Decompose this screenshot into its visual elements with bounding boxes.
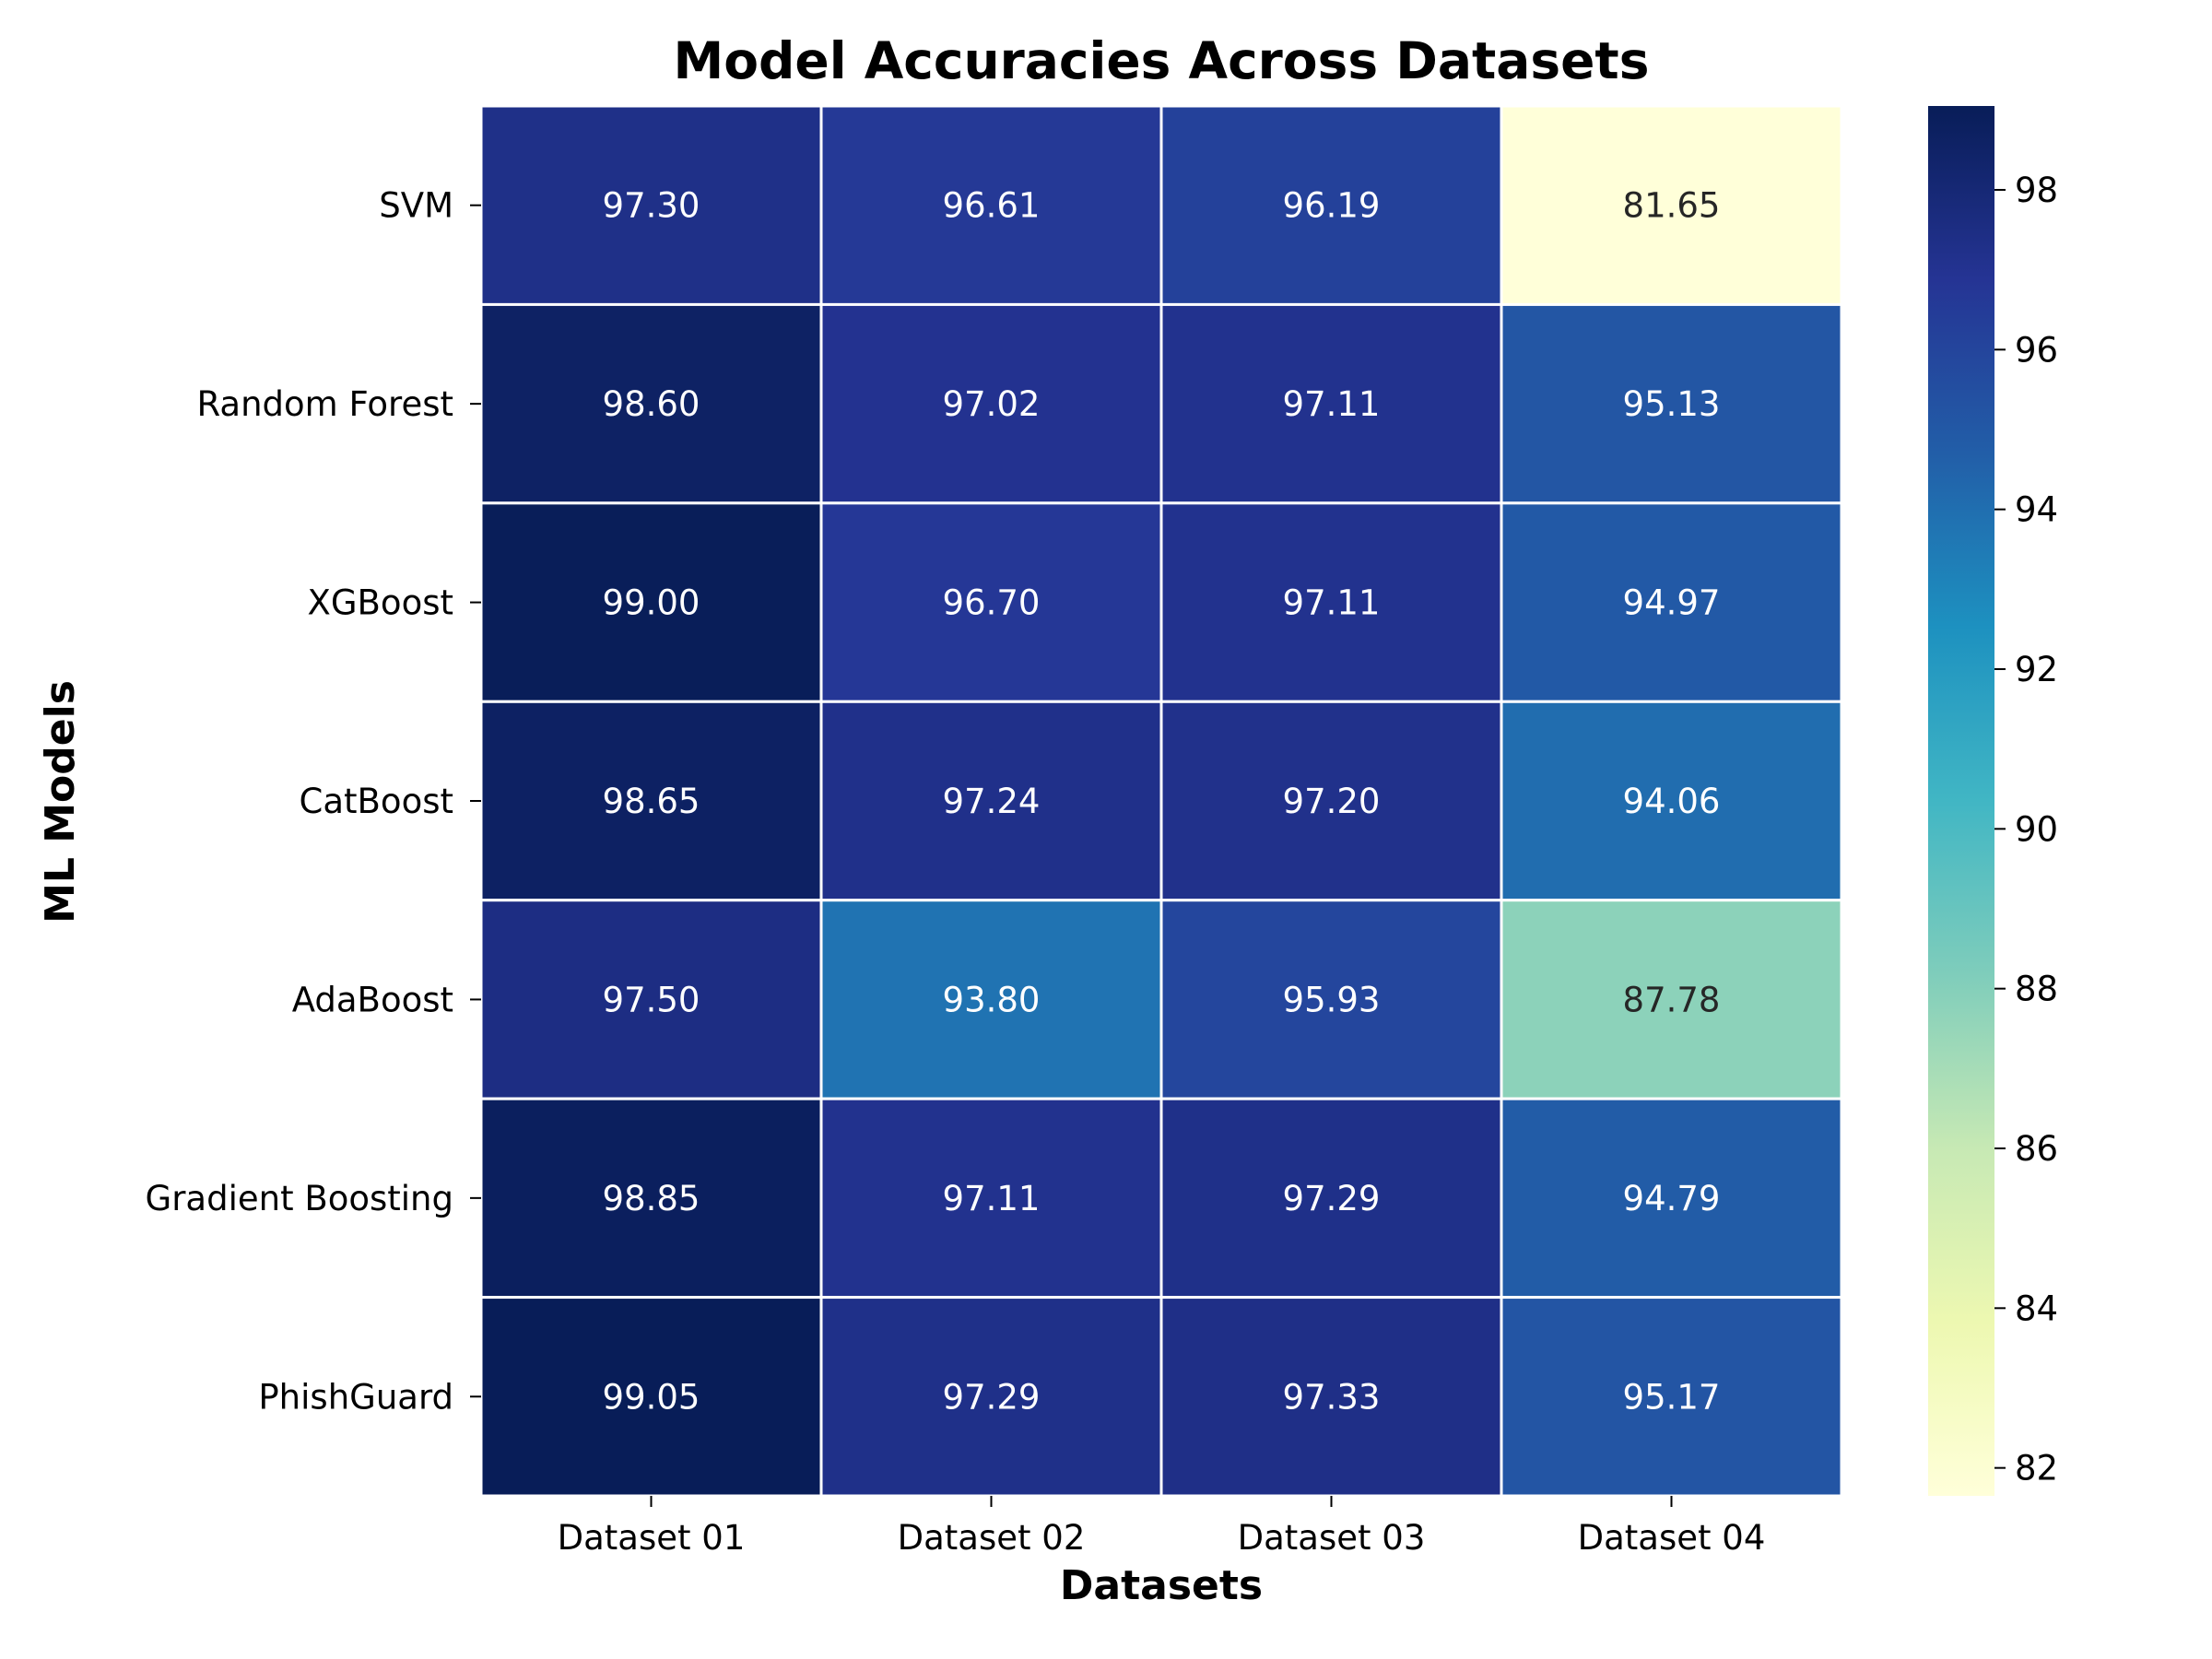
heatmap-cell [819,501,1163,703]
cell-value-label: 87.78 [1623,980,1721,1019]
colorbar-tick-label: 98 [2015,171,2058,210]
heatmap-cell [819,302,1163,505]
colorbar-tick-label: 82 [2015,1449,2058,1488]
cell-value-label: 94.79 [1623,1179,1721,1218]
chart-title: Model Accuracies Across Datasets [674,31,1650,90]
cell-value-label: 94.97 [1623,583,1721,623]
heatmap-cell [819,1097,1163,1300]
y-tick-label: SVM [379,186,453,226]
heatmap-cell [479,700,823,902]
cell-value-label: 93.80 [943,980,1041,1019]
heatmap-cell [1159,700,1503,902]
colorbar-tick-label: 90 [2015,809,2058,849]
cell-value-label: 97.24 [943,782,1041,821]
heatmap-cell [1500,104,1843,306]
heatmap-cell [1500,501,1843,703]
heatmap-cell [1159,104,1503,306]
colorbar-tick-label: 94 [2015,490,2058,530]
x-tick-label: Dataset 02 [898,1518,1086,1558]
cell-value-label: 97.02 [943,384,1041,424]
colorbar-tick-label: 92 [2015,650,2058,689]
heatmap-cell [479,1296,823,1498]
cell-value-label: 96.19 [1283,186,1381,226]
x-tick-label: Dataset 01 [558,1518,746,1558]
cell-value-label: 99.00 [603,583,700,623]
cell-value-label: 97.29 [1283,1179,1381,1218]
x-axis-title: Datasets [1060,1562,1263,1609]
cell-value-label: 98.85 [603,1179,700,1218]
cell-value-label: 97.29 [943,1377,1041,1417]
heatmap-cell [819,700,1163,902]
y-tick-label: XGBoost [308,583,453,623]
heatmap-cell [479,104,823,306]
y-axis-title: ML Models [37,680,84,924]
y-tick-label: Gradient Boosting [146,1179,453,1218]
cell-value-label: 97.33 [1283,1377,1381,1417]
heatmap-cell [1159,899,1503,1100]
x-tick-label: Dataset 03 [1238,1518,1426,1558]
heatmap-cell [1500,700,1843,902]
cell-value-label: 96.70 [943,583,1041,623]
heatmap-cell [819,104,1163,306]
cell-value-label: 99.05 [603,1377,700,1417]
heatmap-cell [1500,1296,1843,1498]
cell-value-label: 94.06 [1623,782,1721,821]
cell-value-label: 97.11 [1283,583,1381,623]
cell-value-label: 81.65 [1623,186,1721,226]
heatmap-cell [479,1097,823,1300]
y-tick-label: PhishGuard [258,1377,453,1417]
cell-value-label: 98.60 [603,384,700,424]
colorbar-tick-label: 88 [2015,970,2058,1009]
cell-value-label: 95.17 [1623,1377,1721,1417]
colorbar-tick-label: 84 [2015,1288,2058,1328]
heatmap-cells: 97.30 96.61 96.19 81.65 98.60 97.02 97.11 95.13… [479,104,1843,1498]
heatmap-cell [1500,302,1843,505]
cell-value-label: 97.30 [603,186,700,226]
cell-value-label: 96.61 [943,186,1041,226]
heatmap-cell [479,302,823,505]
cell-value-label: 97.50 [603,980,700,1019]
cell-value-label: 97.20 [1283,782,1381,821]
heatmap-cell [1159,1097,1503,1300]
colorbar-tick-label: 86 [2015,1129,2058,1169]
y-tick-label: CatBoost [300,782,453,821]
heatmap-cell [819,899,1163,1100]
colorbar-gradient [1928,106,1994,1496]
colorbar-tick-label: 96 [2015,330,2058,370]
cell-value-label: 95.13 [1623,384,1721,424]
x-axis-ticks: Dataset 01 Dataset 02 Dataset 03 Dataset 04 [558,1496,1766,1558]
heatmap-cell [1159,1296,1503,1498]
cell-value-label: 98.65 [603,782,700,821]
y-tick-label: AdaBoost [292,980,453,1019]
y-tick-label: Random Forest [197,384,454,424]
heatmap-cell [1500,899,1843,1100]
cell-value-label: 95.93 [1283,980,1381,1019]
cell-value-label: 97.11 [943,1179,1041,1218]
x-tick-label: Dataset 04 [1578,1518,1766,1558]
heatmap-cell [1500,1097,1843,1300]
colorbar: 82 84 86 88 90 92 94 96 98 [1928,106,2058,1496]
cell-value-label: 97.11 [1283,384,1381,424]
heatmap-cell [479,899,823,1100]
y-axis-ticks: SVM Random Forest XGBoost CatBoost AdaBoost G… [146,186,481,1417]
